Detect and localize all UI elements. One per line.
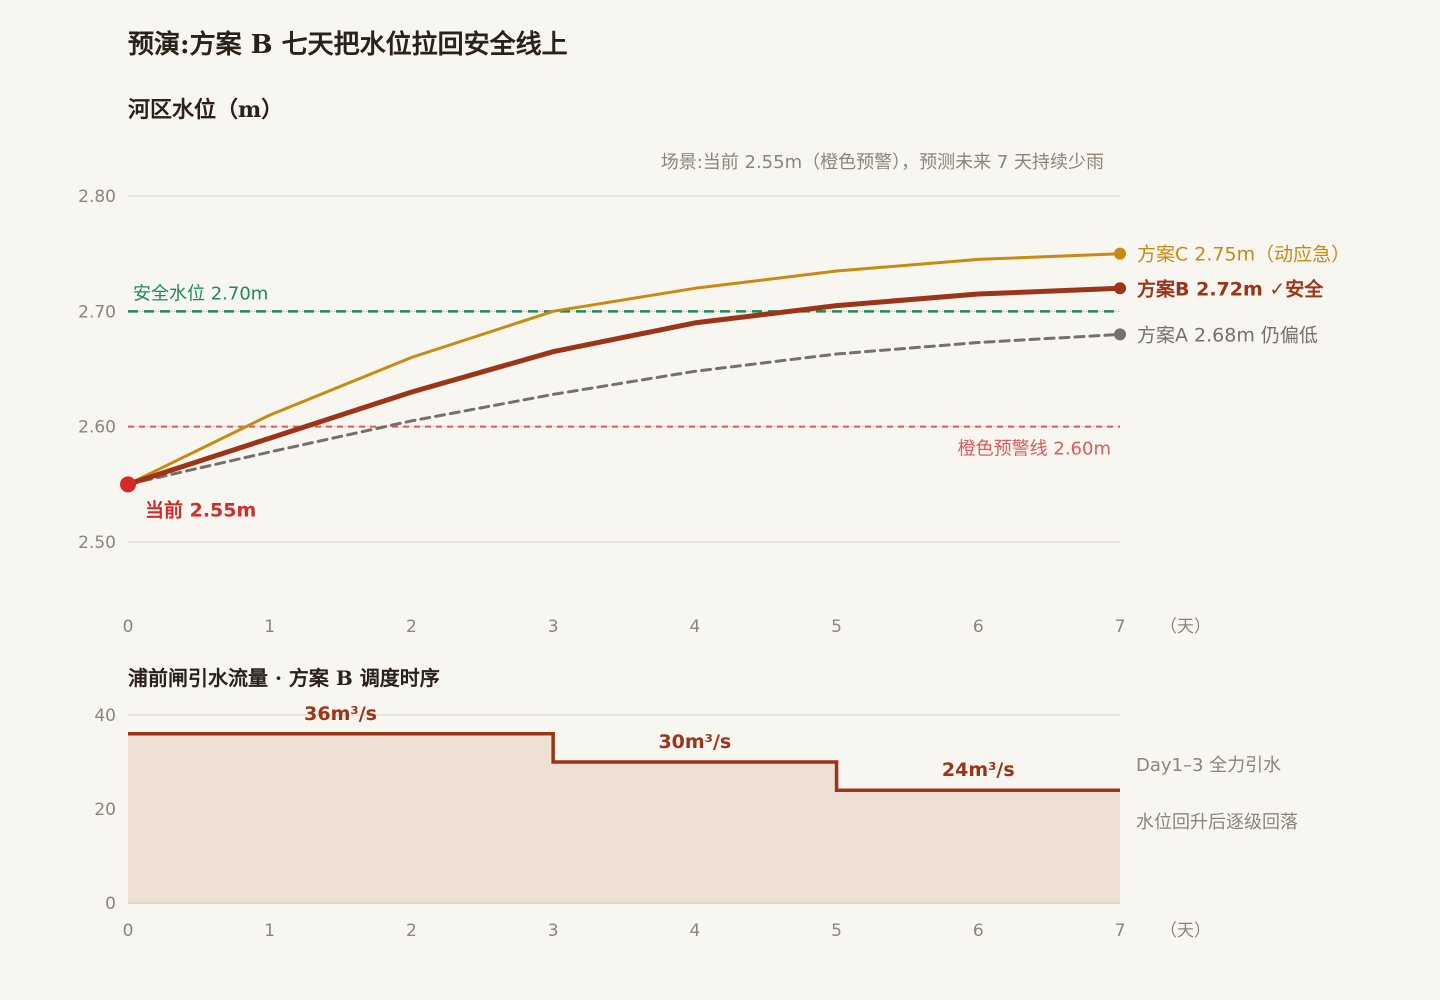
current-point — [120, 476, 136, 493]
series-label-plan-a: 方案A 2.68m 仍偏低 — [1137, 324, 1318, 346]
x-unit-label: （天） — [1160, 921, 1211, 941]
series-line-plan-b — [125, 285, 1123, 487]
x-tick-label: 2 — [406, 617, 417, 637]
flow-area — [128, 733, 1120, 903]
x-tick-label: 1 — [264, 921, 275, 941]
y-tick-label: 2.70 — [78, 302, 116, 322]
y-tick-label: 0 — [105, 894, 116, 914]
y-tick-label: 2.80 — [78, 187, 116, 207]
level-chart-subtitle: 场景:当前 2.55m（橙色预警），预测未来 7 天持续少雨 — [661, 152, 1104, 173]
series-end-point-plan-b — [1114, 282, 1126, 295]
y-tick-label: 2.60 — [78, 418, 116, 438]
x-tick-label: 4 — [689, 617, 700, 637]
y-tick-label: 20 — [94, 800, 116, 820]
y-tick-label: 40 — [94, 706, 116, 726]
x-tick-label: 7 — [1115, 617, 1126, 637]
series-label-plan-c: 方案C 2.75m（动应急） — [1137, 244, 1350, 266]
x-tick-label: 3 — [548, 921, 559, 941]
x-tick-label: 0 — [123, 921, 134, 941]
x-tick-label: 5 — [831, 921, 842, 941]
flow-note: Day1–3 全力引水 — [1136, 755, 1281, 776]
warning-line-label: 橙色预警线 2.60m — [958, 439, 1111, 460]
y-tick-label: 2.50 — [78, 533, 116, 553]
flow-step-label: 30m³/s — [658, 731, 731, 753]
safe-line-label: 安全水位 2.70m — [133, 283, 268, 304]
x-tick-label: 0 — [123, 617, 134, 637]
series-line-plan-a — [126, 332, 1122, 486]
flow-note: 水位回升后逐级回落 — [1136, 812, 1298, 833]
flow-step-line — [128, 732, 1120, 792]
flow-step-label: 24m³/s — [942, 759, 1015, 781]
x-tick-label: 6 — [973, 617, 984, 637]
flow-chart-title: 浦前闸引水流量 · 方案 B 调度时序 — [128, 666, 440, 690]
current-point-label: 当前 2.55m — [145, 498, 256, 521]
x-tick-label: 7 — [1115, 921, 1126, 941]
flow-step-label: 36m³/s — [304, 703, 377, 725]
series-end-point-plan-c — [1114, 247, 1126, 260]
page-title: 预演:方案 B 七天把水位拉回安全线上 — [128, 29, 568, 60]
x-tick-label: 1 — [264, 617, 275, 637]
x-tick-label: 2 — [406, 921, 417, 941]
x-tick-label: 3 — [548, 617, 559, 637]
series-end-point-plan-a — [1114, 328, 1126, 341]
level-chart: 2.50 2.60 2.70 2.80 0 1 2 3 4 5 6 7 （天） 安全水位 2.70m 橙色预… — [78, 187, 1350, 637]
x-unit-label: （天） — [1160, 617, 1211, 637]
x-tick-label: 4 — [689, 921, 700, 941]
level-chart-title: 河区水位（m） — [128, 97, 283, 123]
x-tick-label: 5 — [831, 617, 842, 637]
flow-chart: 0 20 40 36m³/s 30m³/s 24m³/s 0 1 2 3 4 5 6 7 （天） Day1–3… — [94, 703, 1298, 941]
x-tick-label: 6 — [973, 921, 984, 941]
series-line-plan-c — [126, 252, 1122, 486]
series-label-plan-b: 方案B 2.72m ✓安全 — [1137, 277, 1324, 300]
